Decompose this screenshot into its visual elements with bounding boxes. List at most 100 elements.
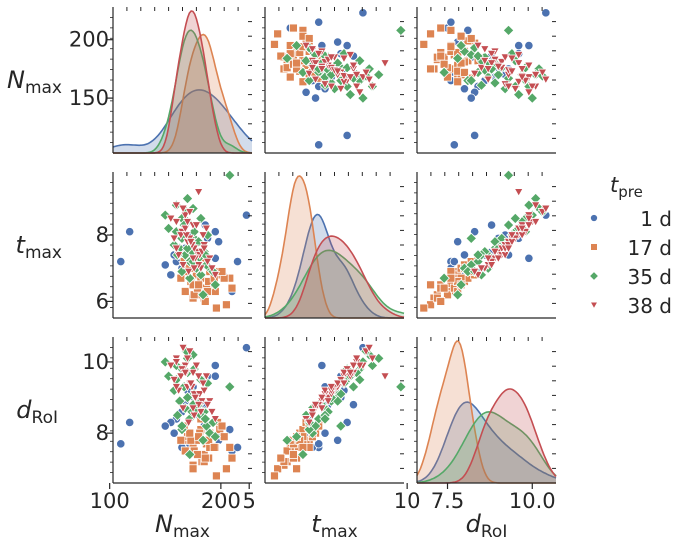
scatter-point: [459, 250, 470, 260]
scatter-point: [470, 130, 480, 141]
scatter-point: [517, 65, 527, 74]
scatter-point: [361, 68, 371, 78]
scatter-point: [358, 8, 368, 18]
scatter-point: [473, 41, 483, 51]
scatter-point: [483, 254, 494, 264]
scatter-point: [486, 220, 497, 230]
scatter-point: [436, 23, 446, 33]
scatter-point: [202, 257, 213, 267]
scatter-point: [199, 413, 212, 425]
scatter-point: [486, 59, 497, 69]
pairplot-panels: [110, 7, 557, 484]
scatter-point: [116, 256, 126, 267]
scatter-point: [502, 24, 515, 37]
scatter-point: [345, 73, 356, 83]
scatter-point: [540, 204, 551, 214]
scatter-point: [469, 267, 480, 277]
scatter-point: [530, 201, 541, 211]
scatter-point: [183, 267, 194, 277]
scatter-point: [290, 430, 303, 443]
legend: tpre 1 d 17 d 35 d 38 d: [589, 173, 672, 318]
scatter-point: [125, 227, 135, 237]
scatter-point: [514, 40, 524, 51]
scatter-point: [323, 397, 334, 407]
scatter-point: [380, 372, 390, 382]
scatter-point: [165, 361, 176, 371]
y-axis-label-d: dRoI: [16, 396, 58, 428]
scatter-point: [439, 283, 449, 293]
scatter-point: [292, 58, 301, 68]
legend-label: 1 d: [640, 207, 672, 231]
scatter-point: [188, 464, 198, 474]
scatter-point: [307, 411, 318, 421]
scatter-point: [232, 256, 243, 267]
scatter-point: [517, 73, 527, 83]
scatter-point: [210, 371, 220, 381]
scatter-point: [210, 271, 221, 280]
scatter-point: [270, 471, 279, 481]
scatter-point: [171, 409, 184, 422]
scatter-point: [449, 256, 459, 267]
scatter-point: [178, 343, 188, 353]
scatter-point: [212, 471, 221, 481]
scatter-point: [201, 372, 212, 382]
scatter-point: [524, 253, 534, 263]
scatter-point: [351, 354, 362, 364]
scatter-point: [169, 428, 179, 438]
scatter-point: [372, 68, 385, 81]
scatter-point: [465, 74, 478, 87]
scatter-point: [310, 75, 321, 85]
scatter-point: [503, 244, 514, 254]
scatter-point: [195, 269, 207, 281]
scatter-point: [317, 360, 327, 371]
scatter-point: [304, 34, 314, 43]
kde-area-38d: [417, 389, 556, 483]
panel-N-vs-N: [110, 7, 253, 154]
x-tick-label: 10.0: [509, 489, 556, 513]
scatter-point: [483, 65, 494, 74]
scatter-point: [460, 68, 469, 77]
scatter-point: [270, 39, 279, 49]
scatter-point: [395, 24, 407, 37]
legend-item-35d: 35 d: [589, 265, 672, 289]
scatter-point: [348, 400, 359, 410]
scatter-point: [459, 84, 470, 94]
legend-marker: [589, 271, 599, 281]
scatter-point: [493, 254, 504, 264]
scatter-point: [276, 453, 286, 463]
scatter-point: [364, 75, 375, 85]
scatter-point: [472, 50, 484, 62]
scatter-point: [426, 29, 435, 39]
scatter-point: [210, 360, 220, 371]
scatter-point: [453, 77, 463, 87]
scatter-point: [465, 232, 478, 245]
scatter-point: [490, 247, 500, 257]
scatter-point: [292, 464, 301, 474]
scatter-point: [180, 368, 191, 378]
scatter-point: [290, 39, 303, 52]
scatter-point: [523, 61, 534, 71]
scatter-point: [449, 140, 459, 150]
scatter-point: [523, 214, 534, 224]
scatter-point: [470, 227, 480, 237]
panel-d-vs-d: [414, 337, 557, 484]
scatter-point: [184, 208, 195, 217]
legend-marker: [589, 301, 599, 310]
kde-area-35d: [417, 411, 556, 483]
scatter-point: [344, 88, 357, 101]
scatter-point: [178, 261, 188, 270]
scatter-point: [173, 251, 184, 260]
panel-N-vs-d: [414, 7, 556, 154]
scatter-point: [513, 77, 524, 87]
scatter-point: [183, 272, 196, 284]
scatter-point: [188, 404, 198, 414]
scatter-point: [333, 435, 343, 445]
scatter-point: [455, 279, 467, 291]
kde-line-35d: [264, 249, 405, 318]
scatter-point: [273, 29, 283, 39]
y-tick-label: 10: [82, 350, 109, 374]
kde-line-38d: [265, 235, 405, 319]
scatter-point: [180, 211, 191, 221]
scatter-point: [199, 386, 210, 396]
scatter-point: [446, 42, 456, 52]
